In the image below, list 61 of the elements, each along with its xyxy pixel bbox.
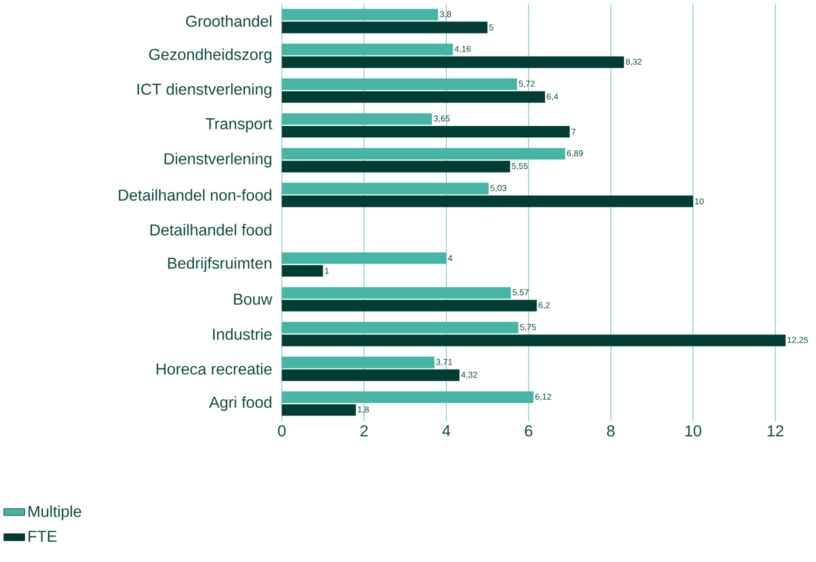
bar <box>282 322 518 334</box>
bar <box>282 8 438 20</box>
x-tick-label: 2 <box>360 425 368 436</box>
bar <box>282 44 453 56</box>
bar <box>282 252 446 264</box>
y-tick-label: Bedrijfsruimten <box>168 257 272 272</box>
bar <box>282 356 434 368</box>
y-tick-label: Industrie <box>213 328 272 340</box>
legend-label: Multiple <box>28 505 82 520</box>
data-label: 4,16 <box>454 46 471 53</box>
data-label: 5,72 <box>518 80 535 88</box>
data-label: 4 <box>448 255 452 261</box>
data-label: 5 <box>489 24 494 30</box>
bar <box>282 182 489 194</box>
bar <box>282 334 786 346</box>
data-label: 7 <box>572 128 576 135</box>
data-label: 1 <box>325 268 329 274</box>
x-tick-label: 0 <box>278 425 286 436</box>
bar <box>282 113 432 125</box>
x-tick-label: 8 <box>607 425 615 436</box>
bar <box>282 56 624 68</box>
y-tick-label: Horeca recreatie <box>156 362 272 375</box>
bar <box>282 160 510 172</box>
data-label: 8,32 <box>626 58 642 66</box>
data-label: 6,2 <box>538 302 550 310</box>
x-tick-label: 6 <box>524 425 532 436</box>
bar <box>282 78 518 90</box>
bar <box>282 391 534 403</box>
x-tick-label: 4 <box>442 425 450 436</box>
x-tick-label: 12 <box>768 425 784 436</box>
data-label: 5,03 <box>490 184 506 192</box>
data-label: 6,12 <box>535 394 552 401</box>
y-tick-label: Bouw <box>234 294 272 305</box>
data-label: 5,55 <box>512 163 528 170</box>
bar <box>282 369 460 381</box>
data-label: 6,89 <box>567 150 583 158</box>
data-label: 4,32 <box>461 372 478 379</box>
bar <box>282 195 694 208</box>
legend-label: FTE <box>28 530 57 542</box>
bar <box>282 404 356 416</box>
bar <box>282 126 570 138</box>
bar <box>282 148 566 160</box>
y-tick-label: Groothandel <box>186 15 272 27</box>
bar <box>282 265 323 277</box>
bar <box>282 300 537 312</box>
data-label: 5,57 <box>512 289 529 296</box>
data-label: 5,75 <box>520 324 536 332</box>
y-tick-label: Transport <box>206 118 272 132</box>
y-tick-label: Detailhandel food <box>150 224 272 236</box>
bar <box>282 22 488 34</box>
bar <box>282 287 511 299</box>
data-label: 10 <box>695 198 704 204</box>
y-tick-label: ICT dienstverlening <box>138 83 272 98</box>
y-tick-label: Gezondheidszorg <box>149 48 272 64</box>
data-label: 6,4 <box>546 93 558 100</box>
y-tick-label: Dienstverlening <box>164 152 272 168</box>
y-tick-label: Agri food <box>209 396 272 411</box>
bar <box>282 91 546 103</box>
data-label: 12,25 <box>788 336 808 344</box>
x-tick-label: 10 <box>685 425 702 436</box>
y-tick-label: Detailhandel non-food <box>118 189 272 201</box>
